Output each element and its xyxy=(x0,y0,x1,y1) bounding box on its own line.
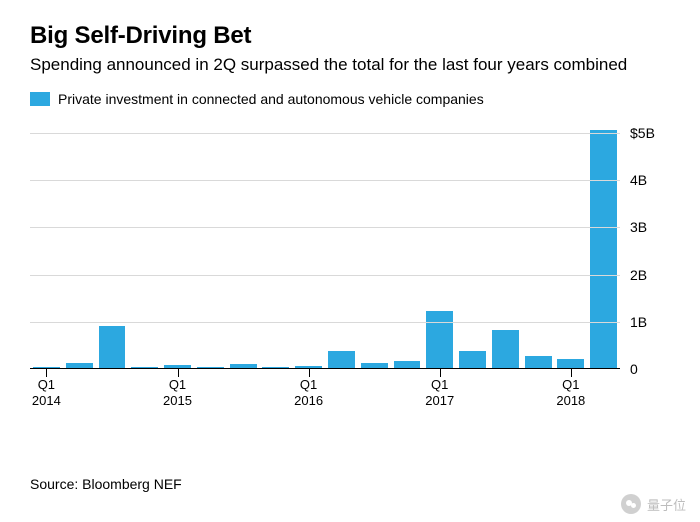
bar-slot xyxy=(128,118,161,368)
bar xyxy=(230,364,257,368)
x-tick-label: Q12017 xyxy=(425,377,454,410)
gridline xyxy=(30,227,620,228)
bar-slot xyxy=(63,118,96,368)
y-tick-label: 0 xyxy=(630,361,670,377)
bar-slot xyxy=(292,118,325,368)
bar-slot xyxy=(325,118,358,368)
watermark: 量子位 xyxy=(621,494,686,514)
plot-area xyxy=(30,119,620,369)
gridline xyxy=(30,133,620,134)
y-tick-label: 1B xyxy=(630,314,670,330)
bar-slot xyxy=(555,118,588,368)
legend: Private investment in connected and auto… xyxy=(30,91,670,107)
x-tick xyxy=(571,369,572,377)
bar-slot xyxy=(522,118,555,368)
bar-slot xyxy=(30,118,63,368)
x-tick-label: Q12018 xyxy=(556,377,585,410)
bar-slot xyxy=(96,118,129,368)
bar-slot xyxy=(587,118,620,368)
x-axis: Q12014 Q12015 Q12016 Q12017 Q12018 xyxy=(30,369,620,409)
bar xyxy=(590,130,617,368)
watermark-text: 量子位 xyxy=(647,495,686,514)
source-text: Source: Bloomberg NEF xyxy=(30,476,182,492)
y-tick-label: $5B xyxy=(630,125,670,141)
x-tick-label: Q12014 xyxy=(32,377,61,410)
bar-slot xyxy=(161,118,194,368)
x-tick xyxy=(46,369,47,377)
legend-label: Private investment in connected and auto… xyxy=(58,91,484,107)
chart-subtitle: Spending announced in 2Q surpassed the t… xyxy=(30,54,670,77)
bar xyxy=(426,311,453,368)
bar-slot xyxy=(456,118,489,368)
bar-slot xyxy=(227,118,260,368)
bar xyxy=(262,367,289,368)
gridline xyxy=(30,275,620,276)
legend-swatch xyxy=(30,92,50,106)
bar xyxy=(459,351,486,368)
bar xyxy=(99,326,126,368)
y-tick-label: 4B xyxy=(630,172,670,188)
bar xyxy=(361,363,388,368)
bar xyxy=(164,365,191,368)
x-tick-label: Q12016 xyxy=(294,377,323,410)
bar xyxy=(328,351,355,368)
bar xyxy=(557,359,584,368)
bar xyxy=(33,367,60,368)
gridline xyxy=(30,322,620,323)
x-tick-label: Q12015 xyxy=(163,377,192,410)
y-tick-label: 2B xyxy=(630,267,670,283)
bar-slot xyxy=(194,118,227,368)
x-tick xyxy=(440,369,441,377)
gridline xyxy=(30,180,620,181)
bar xyxy=(525,356,552,368)
bar-slot xyxy=(358,118,391,368)
x-tick xyxy=(178,369,179,377)
y-tick-label: 3B xyxy=(630,219,670,235)
bar xyxy=(492,330,519,368)
bar-slot xyxy=(259,118,292,368)
bar xyxy=(131,367,158,368)
wechat-icon xyxy=(621,494,641,514)
bar-slot xyxy=(391,118,424,368)
bars-container xyxy=(30,118,620,368)
x-tick xyxy=(309,369,310,377)
bar-slot xyxy=(489,118,522,368)
chart-title: Big Self-Driving Bet xyxy=(30,22,670,50)
chart-card: Big Self-Driving Bet Spending announced … xyxy=(0,0,700,522)
bar xyxy=(197,367,224,368)
chart-area: Q12014Q12015Q12016Q12017Q12018 01B2B3B4B… xyxy=(30,119,666,409)
bar-slot xyxy=(423,118,456,368)
bar xyxy=(394,361,421,368)
bar xyxy=(295,366,322,368)
bar xyxy=(66,363,93,368)
